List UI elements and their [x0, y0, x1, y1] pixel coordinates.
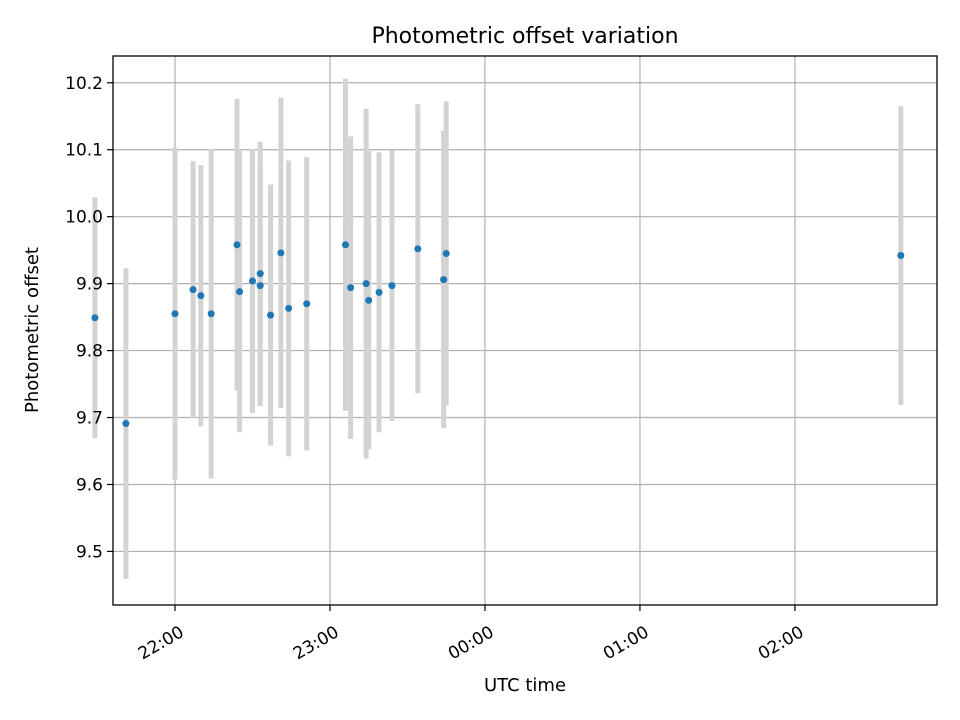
data-point — [414, 245, 422, 253]
data-point — [189, 286, 197, 294]
data-point — [375, 288, 383, 296]
data-point — [197, 292, 205, 300]
data-point — [362, 280, 370, 288]
data-point — [91, 314, 99, 322]
data-point — [442, 250, 450, 258]
data-point — [171, 310, 179, 318]
data-point — [341, 241, 349, 249]
data-point — [122, 420, 130, 428]
y-axis-label: Photometric offset — [22, 247, 43, 413]
y-tick-label: 9.8 — [76, 342, 103, 362]
y-tick-label: 9.9 — [76, 275, 103, 295]
data-point — [267, 311, 275, 319]
chart-title: Photometric offset variation — [371, 24, 678, 49]
y-tick-label: 10.0 — [65, 208, 103, 228]
data-point — [388, 282, 396, 290]
data-point — [365, 296, 373, 304]
data-point — [277, 249, 285, 257]
data-points — [91, 241, 905, 428]
data-point — [236, 288, 244, 296]
y-tick-label: 9.7 — [76, 409, 103, 429]
data-point — [303, 300, 311, 308]
data-point — [347, 284, 355, 292]
y-tick-label: 10.1 — [65, 141, 103, 161]
data-point — [233, 241, 241, 249]
data-point — [440, 276, 448, 284]
data-point — [285, 304, 293, 312]
plot-frame — [112, 55, 938, 606]
data-point — [248, 277, 256, 285]
data-point — [256, 282, 264, 290]
data-point — [207, 310, 215, 318]
y-tick-label: 9.6 — [76, 475, 103, 495]
x-axis-label: UTC time — [484, 675, 566, 696]
y-tick-label: 9.5 — [76, 542, 103, 562]
data-point — [256, 270, 264, 278]
data-point — [897, 252, 905, 260]
y-tick-label: 10.2 — [65, 74, 103, 94]
